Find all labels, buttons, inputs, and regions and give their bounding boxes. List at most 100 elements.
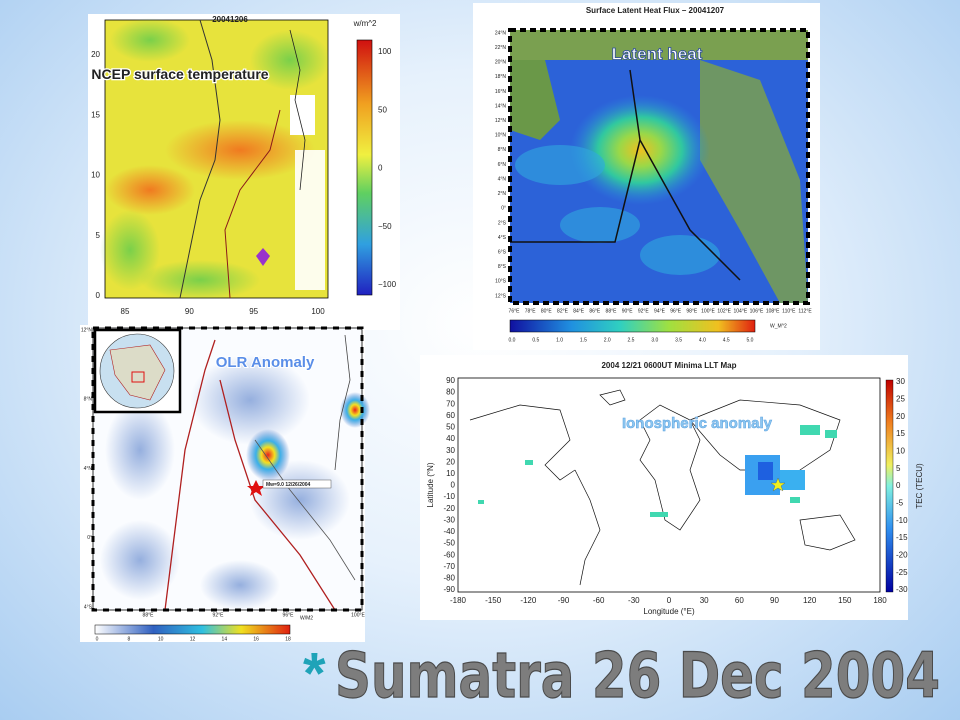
lon-tick-label: 110°E: [782, 308, 796, 314]
lat-tick-label: 2°S: [498, 220, 507, 226]
y-tick-label: -50: [443, 539, 455, 548]
olr-unit: W/M2: [300, 615, 313, 621]
x-tick-label: -120: [520, 596, 537, 605]
colorbar-tick-label: 16: [253, 636, 259, 642]
y-tick-label: 30: [446, 446, 455, 455]
colorbar-tick-label: -5: [896, 498, 904, 507]
lat-tick-label: 14°N: [495, 103, 507, 109]
lat-tick-label: 4°N: [498, 176, 507, 182]
lat-tick-label: 0°: [501, 206, 506, 212]
colorbar-tick-label: 1.5: [580, 337, 587, 343]
x-tick-label: -180: [450, 596, 467, 605]
colorbar-tick-label: 0: [896, 481, 901, 490]
y-tick-label: 10: [446, 469, 455, 478]
lon-tick-label: 112°E: [798, 308, 812, 314]
lon-tick-label: 82°E: [557, 308, 569, 314]
colorbar-tick-label: 5: [896, 464, 901, 473]
lon-tick-label: 92°E: [638, 308, 650, 314]
iono-label: Ionospheric anomaly: [622, 415, 773, 432]
x-tick-label: 60: [735, 596, 744, 605]
y-tick-label: -20: [443, 504, 455, 513]
colorbar-tick-label: 12: [190, 636, 196, 642]
x-tick-label: 100°E: [351, 612, 365, 618]
colorbar-tick-label: 10: [158, 636, 164, 642]
y-tick-label: -60: [443, 550, 455, 559]
colorbar-tick-label: −100: [378, 280, 397, 289]
slide-title: * Sumatra 26 Dec 2004: [303, 638, 941, 712]
lat-tick-label: 4°S: [498, 235, 507, 241]
y-tick-label: 20: [446, 457, 455, 466]
colorbar-tick-label: -20: [896, 550, 908, 559]
x-tick-label: 120: [803, 596, 817, 605]
x-tick-label: 88°E: [143, 612, 155, 618]
y-tick-label: -90: [443, 585, 455, 594]
lat-tick-label: 24°N: [495, 30, 507, 36]
lon-tick-label: 102°E: [717, 308, 731, 314]
colorbar-tick-label: 4.0: [699, 337, 706, 343]
x-tick-label: 100: [311, 307, 325, 316]
x-tick-label: 90: [185, 307, 194, 316]
colorbar-tick-label: 5.0: [747, 337, 754, 343]
colorbar-tick-label: 2.5: [628, 337, 635, 343]
x-tick-label: -30: [628, 596, 640, 605]
x-tick-label: -60: [593, 596, 605, 605]
lat-tick-label: 12°N: [495, 118, 507, 124]
x-tick-label: 96°E: [283, 612, 295, 618]
y-tick-label: 80: [446, 388, 455, 397]
lat-tick-label: 16°N: [495, 89, 507, 95]
iono-colorbar-label: TEC (TECU): [915, 463, 924, 509]
lat-tick-label: 18°N: [495, 74, 507, 80]
latent-panel: Surface Latent Heat Flux – 20041207 Late…: [473, 3, 820, 350]
colorbar-tick-label: 3.0: [651, 337, 658, 343]
x-tick-label: -150: [485, 596, 502, 605]
colorbar-tick-label: 18: [285, 636, 291, 642]
lon-tick-label: 86°E: [589, 308, 601, 314]
title-text: Sumatra 26 Dec 2004: [335, 639, 940, 712]
latent-label: Latent heat: [612, 44, 703, 63]
y-tick-label: -40: [443, 527, 455, 536]
colorbar-tick-label: 0.0: [509, 337, 516, 343]
x-tick-label: 30: [700, 596, 709, 605]
colorbar-tick-label: 1.0: [556, 337, 563, 343]
lat-tick-label: 20°N: [495, 60, 507, 66]
y-tick-label: -70: [443, 562, 455, 571]
lon-tick-label: 90°E: [622, 308, 634, 314]
x-tick-label: 150: [838, 596, 852, 605]
lon-tick-label: 88°E: [606, 308, 618, 314]
colorbar-tick-label: 50: [378, 105, 387, 114]
colorbar-tick-label: 3.5: [675, 337, 682, 343]
lon-tick-label: 84°E: [573, 308, 585, 314]
colorbar-tick-label: -15: [896, 533, 908, 542]
iono-title: 2004 12/21 0600UT Minima LLT Map: [601, 361, 736, 370]
y-tick-label: 20: [91, 50, 100, 59]
colorbar-tick-label: 100: [378, 47, 392, 56]
colorbar-tick-label: 4.5: [723, 337, 730, 343]
iono-xlabel: Longitude (°E): [643, 607, 695, 616]
colorbar-tick-label: 0: [96, 636, 99, 642]
lon-tick-label: 80°E: [541, 308, 553, 314]
lat-tick-label: 6°N: [498, 162, 507, 168]
olr-label: OLR Anomaly: [216, 354, 315, 371]
y-tick-label: 0: [451, 481, 456, 490]
latent-unit: W_M^2: [770, 323, 787, 329]
y-tick-label: 70: [446, 399, 455, 408]
x-tick-label: 180: [873, 596, 887, 605]
colorbar-tick-label: 10: [896, 446, 905, 455]
lat-tick-label: 12°S: [495, 293, 507, 299]
colorbar-tick-label: 15: [896, 429, 905, 438]
olr-annotation: Mw=9.0 12/26/2004: [266, 482, 311, 488]
lat-tick-label: 22°N: [495, 45, 507, 51]
colorbar-tick-label: 30: [896, 377, 905, 386]
y-tick-label: -80: [443, 573, 455, 582]
lat-tick-label: 10°S: [495, 279, 507, 285]
y-tick-label: 5: [96, 231, 101, 240]
title-bullet: *: [303, 641, 326, 706]
lon-tick-label: 76°E: [509, 308, 521, 314]
y-tick-label: 10: [91, 171, 100, 180]
y-tick-label: 0°: [87, 535, 92, 541]
lat-tick-label: 8°S: [498, 264, 507, 270]
x-tick-label: 92°E: [213, 612, 225, 618]
colorbar-tick-label: -10: [896, 516, 908, 525]
iono-panel: 2004 12/21 0600UT Minima LLT Map Ionosph…: [420, 355, 924, 620]
